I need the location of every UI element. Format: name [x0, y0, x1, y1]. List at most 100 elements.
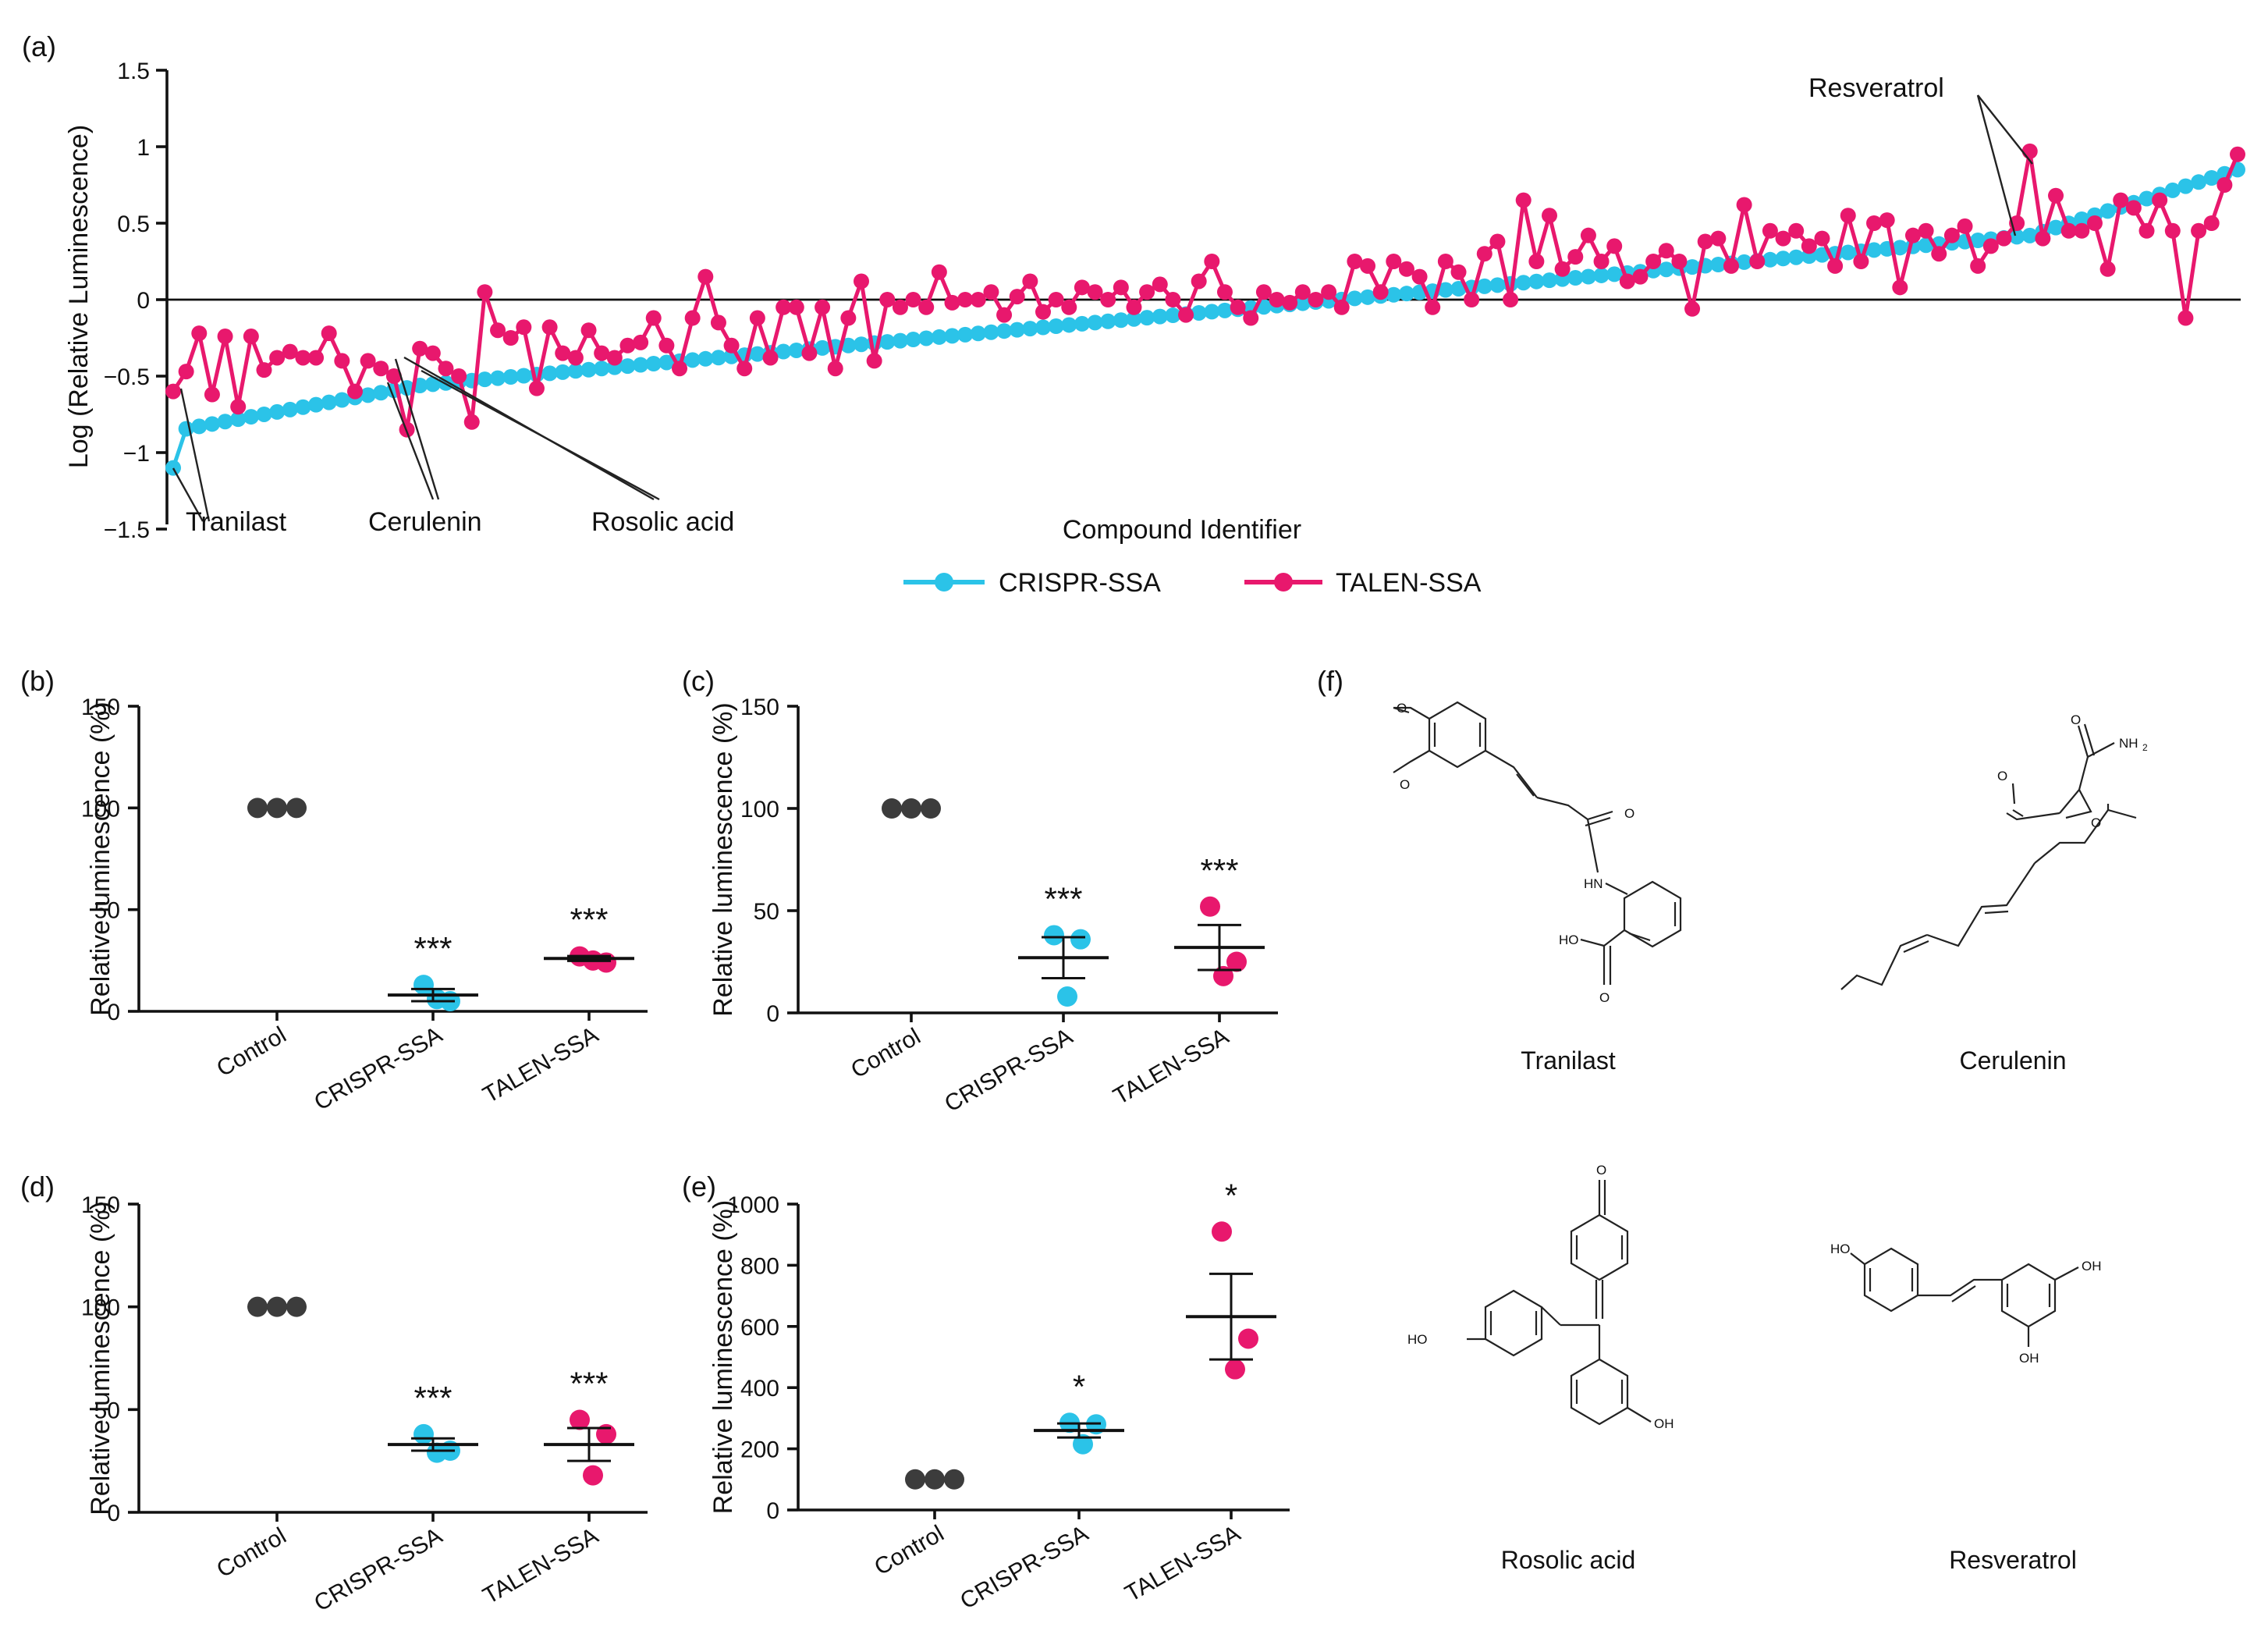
panel-b-point: [427, 989, 447, 1010]
annotation-tranilast: Tranilast: [172, 388, 287, 537]
talen-point: [1515, 192, 1532, 208]
talen-point: [1333, 299, 1350, 315]
panel-b-xtick-label: Control: [212, 1021, 290, 1082]
crispr-point: [776, 343, 792, 360]
panel-e-point: [925, 1469, 945, 1490]
crispr-point: [541, 365, 558, 382]
talen-point: [1606, 238, 1623, 254]
talen-point: [191, 325, 208, 342]
resveratrol-oh-1: OH: [2082, 1259, 2102, 1274]
talen-point: [1866, 215, 1883, 231]
talen-point: [2099, 261, 2116, 277]
talen-point: [1542, 208, 1557, 224]
crispr-point: [256, 406, 272, 422]
panel-d-point: [583, 1465, 603, 1486]
talen-point: [1048, 292, 1064, 307]
crispr-point: [1074, 315, 1090, 332]
panel-d-significance: ***: [570, 1366, 608, 1402]
rosolic-o: O: [1596, 1163, 1606, 1178]
talen-point: [1437, 254, 1453, 269]
tranilast-hn: HN: [1584, 876, 1603, 891]
panel-e-ylabel: Relative luminescence (%): [708, 1200, 738, 1515]
talen-point: [2203, 215, 2220, 231]
panel-c-point: [882, 798, 902, 819]
crispr-point: [424, 376, 441, 393]
talen-point: [1386, 254, 1402, 269]
crispr-point: [1022, 321, 1038, 337]
talen-point: [1087, 284, 1103, 300]
talen-point: [412, 340, 428, 357]
panel-d-point: [267, 1296, 287, 1317]
panel-e-ytick-label: 600: [740, 1315, 779, 1341]
crispr-point: [1788, 249, 1805, 265]
rosolic-acid-structure: HO O OH Rosolic acid: [1407, 1163, 1674, 1574]
talen-point: [346, 383, 363, 400]
talen-point: [463, 414, 480, 430]
talen-point: [633, 334, 649, 350]
crispr-point: [334, 392, 350, 408]
talen-point: [892, 299, 908, 315]
panel-c-ytick-label: 150: [740, 695, 779, 720]
talen-point: [2152, 192, 2168, 208]
panel-d-point: [570, 1409, 590, 1430]
talen-point: [2060, 222, 2077, 239]
talen-point: [1464, 292, 1480, 307]
talen-point: [619, 337, 636, 353]
crispr-point: [282, 401, 298, 417]
talen-point: [723, 337, 740, 353]
talen-point: [2048, 187, 2064, 204]
panel-c-significance: ***: [1200, 852, 1238, 889]
talen-point: [282, 343, 298, 360]
tranilast-o-1: O: [1397, 701, 1407, 716]
panel-b-xtick-label: TALEN-SSA: [479, 1021, 603, 1108]
crispr-point: [502, 369, 519, 385]
talen-point: [606, 350, 623, 366]
talen-point: [970, 292, 986, 307]
crispr-point: [2191, 174, 2207, 190]
annotation-rosolic-acid-label: Rosolic acid: [591, 507, 734, 537]
talen-point: [1931, 246, 1947, 262]
crispr-point: [905, 332, 921, 348]
tranilast-structure: O O O HN O HO Tranilast: [1393, 701, 1682, 1075]
talen-point: [580, 322, 597, 339]
crispr-point: [879, 334, 896, 350]
crispr-point: [2021, 227, 2038, 243]
crispr-point: [1762, 251, 1778, 268]
panel-a: (a) Log (Relative Luminescence) −1.5 −1 −0…: [22, 30, 2245, 598]
crispr-point: [619, 358, 636, 375]
annotation-cerulenin: Cerulenin: [368, 358, 482, 537]
talen-point: [1853, 254, 1869, 269]
panel-e-xtick-label: Control: [870, 1520, 948, 1580]
cerulenin-nh2-sub: 2: [2142, 742, 2148, 753]
talen-point: [373, 361, 389, 377]
crispr-point: [2203, 170, 2220, 187]
talen-point: [996, 307, 1013, 323]
legend-talen-marker: [1274, 573, 1293, 592]
crispr-point: [983, 324, 999, 340]
crispr-point: [996, 323, 1013, 339]
panel-e-point: [905, 1469, 925, 1490]
talen-point: [178, 364, 194, 380]
talen-point: [1762, 222, 1778, 239]
talen-point: [256, 362, 272, 378]
talen-point: [1658, 243, 1674, 259]
talen-point: [1061, 299, 1077, 315]
panel-b-xtick-label: CRISPR-SSA: [310, 1021, 446, 1115]
talen-point: [204, 386, 220, 403]
talen-point: [762, 350, 779, 366]
talen-point: [788, 299, 804, 315]
cerulenin-o-2: O: [2071, 712, 2081, 727]
talen-point: [736, 361, 753, 377]
crispr-point: [295, 399, 311, 415]
talen-point: [776, 299, 792, 315]
tranilast-ho: HO: [1559, 933, 1579, 947]
panel-c-ylabel: Relative luminescence (%): [708, 702, 738, 1017]
crispr-point: [892, 332, 908, 349]
panel-e-ytick-label: 800: [740, 1253, 779, 1279]
talen-point: [1282, 294, 1298, 311]
panel-f: (f) O O O HN O HO Tranilast: [1317, 665, 2148, 1574]
crispr-point: [749, 346, 765, 362]
annotation-tranilast-label: Tranilast: [186, 507, 287, 537]
crispr-point: [2164, 182, 2181, 198]
